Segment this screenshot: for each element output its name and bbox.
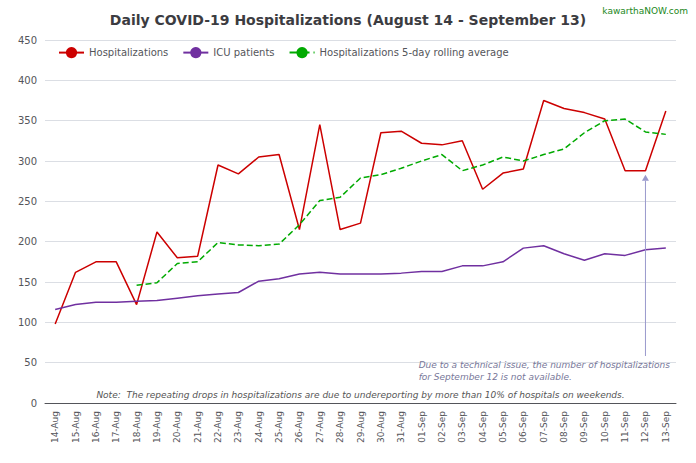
svg-text:50: 50 [24,357,37,368]
svg-text:15-Aug: 15-Aug [71,411,81,443]
svg-text:350: 350 [18,115,37,126]
svg-text:06-Sep: 06-Sep [518,411,528,443]
svg-text:17-Aug: 17-Aug [111,411,121,443]
svg-text:ICU patients: ICU patients [213,47,274,58]
svg-text:14-Aug: 14-Aug [50,411,60,443]
svg-text:for September 12 is not availa: for September 12 is not available. [419,372,572,382]
svg-text:07-Sep: 07-Sep [539,411,549,443]
svg-text:18-Aug: 18-Aug [132,411,142,443]
svg-text:10-Sep: 10-Sep [600,411,610,443]
svg-text:20-Aug: 20-Aug [172,411,182,443]
svg-text:04-Sep: 04-Sep [478,411,488,443]
svg-text:200: 200 [18,236,37,247]
svg-text:30-Aug: 30-Aug [376,411,386,443]
svg-text:Hospitalizations: Hospitalizations [89,47,168,58]
svg-text:22-Aug: 22-Aug [213,411,223,443]
svg-text:09-Sep: 09-Sep [579,411,589,443]
svg-text:150: 150 [18,277,37,288]
svg-text:02-Sep: 02-Sep [437,411,447,443]
svg-text:27-Aug: 27-Aug [315,411,325,443]
svg-text:28-Aug: 28-Aug [335,411,345,443]
svg-text:Note: The repeating drops in: Note: The repeating drops in hospitaliza… [96,390,624,400]
svg-text:Daily COVID-19 Hospitalization: Daily COVID-19 Hospitalizations (August … [110,12,586,28]
svg-text:05-Sep: 05-Sep [498,411,508,443]
svg-text:300: 300 [18,156,37,167]
svg-text:11-Sep: 11-Sep [620,411,630,443]
svg-text:Due to a technical issue, the: Due to a technical issue, the number of … [419,360,671,370]
svg-text:29-Aug: 29-Aug [356,411,366,443]
svg-text:kawarthaNOW.com: kawarthaNOW.com [602,6,688,16]
svg-text:31-Aug: 31-Aug [396,411,406,443]
svg-text:25-Aug: 25-Aug [274,411,284,443]
svg-text:21-Aug: 21-Aug [193,411,203,443]
svg-text:12-Sep: 12-Sep [640,411,650,443]
svg-text:13-Sep: 13-Sep [661,411,671,443]
svg-text:23-Aug: 23-Aug [233,411,243,443]
svg-text:250: 250 [18,196,37,207]
svg-text:400: 400 [18,75,37,86]
svg-text:100: 100 [18,317,37,328]
svg-text:08-Sep: 08-Sep [559,411,569,443]
svg-text:24-Aug: 24-Aug [254,411,264,443]
svg-text:450: 450 [18,35,37,46]
svg-text:19-Aug: 19-Aug [152,411,162,443]
svg-text:26-Aug: 26-Aug [294,411,304,443]
svg-text:03-Sep: 03-Sep [457,411,467,443]
svg-text:Hospitalizations 5-day rolling: Hospitalizations 5-day rolling average [320,47,509,58]
svg-text:0: 0 [31,398,37,409]
svg-text:01-Sep: 01-Sep [417,411,427,443]
svg-text:16-Aug: 16-Aug [91,411,101,443]
